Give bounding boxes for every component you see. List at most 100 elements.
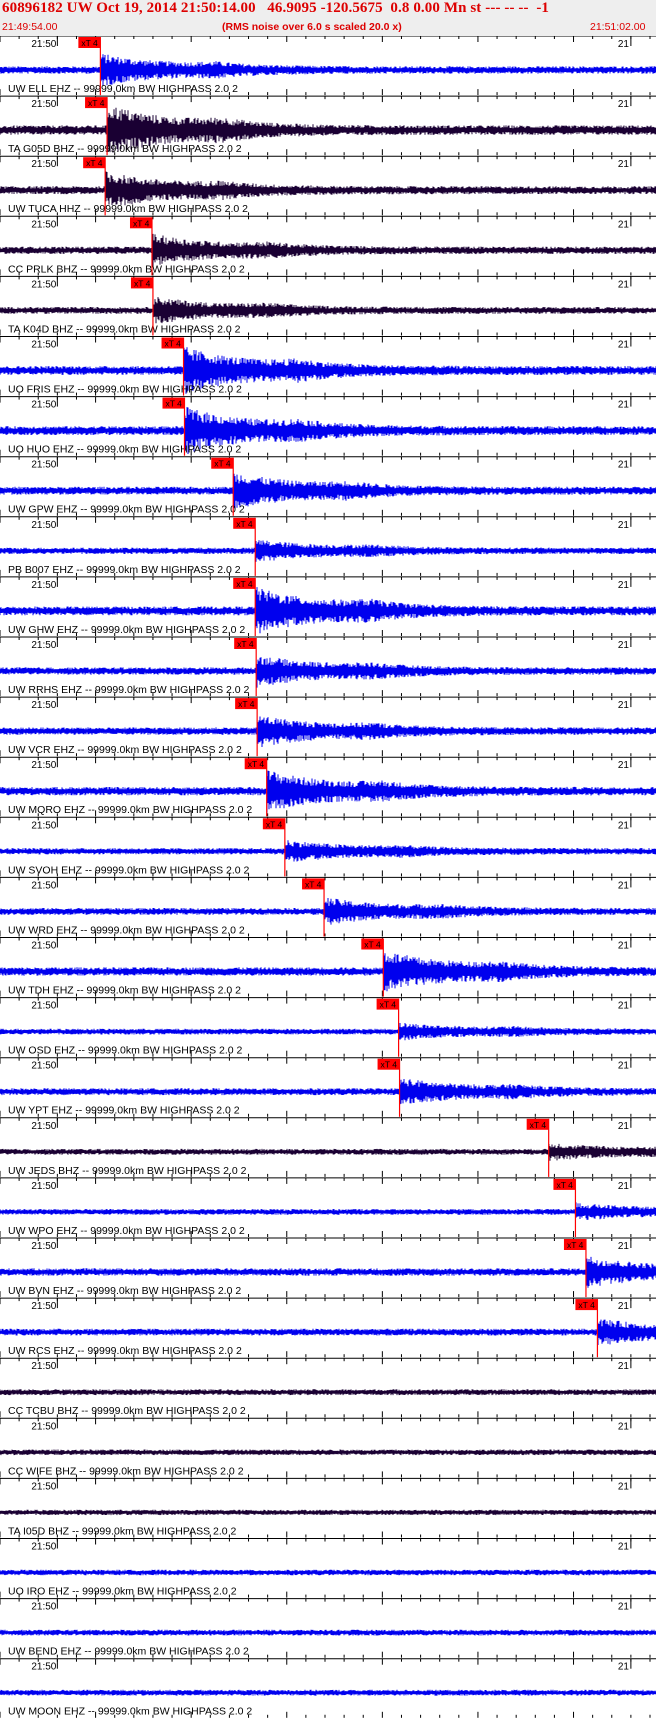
- trace-row: 21:50 21 UW GHW EHZ -- 99999.0km BW HIGHPA…: [0, 576, 656, 636]
- channel-label: TA I05D BHZ -- 99999.0km BW HIGHPASS 2.0…: [8, 1525, 237, 1537]
- pick-marker: [563, 1239, 586, 1250]
- pick-marker: [377, 1058, 400, 1070]
- pick-marker: [83, 157, 106, 169]
- channel-label: UW MQRO EHZ -- 99999.0km BW HIGHPASS 2.0…: [8, 804, 252, 816]
- minute-label: 21:50: [31, 580, 56, 591]
- waveform: [0, 347, 656, 394]
- pick-marker: [233, 577, 256, 589]
- trace-row: 21:50 21 UW ELL EHZ -- 99999.0km BW HIGHPA…: [0, 36, 656, 96]
- event-title: 60896182 UW Oct 19, 2014 21:50:14.00 46.…: [2, 0, 550, 16]
- waveform: [0, 1202, 656, 1220]
- minute-label: 21:50: [31, 1481, 56, 1492]
- minute-label: 21: [618, 39, 630, 50]
- waveform: [0, 657, 656, 688]
- minute-label: 21:50: [31, 1361, 56, 1372]
- pick-marker: [162, 397, 185, 409]
- waveform: [0, 1143, 656, 1161]
- pick-label: xT 4: [305, 879, 322, 889]
- minute-label: 21: [618, 520, 630, 531]
- waveform: [0, 1689, 656, 1696]
- waveform: [0, 770, 656, 813]
- minute-label: 21:50: [31, 99, 56, 110]
- pick-label: xT 4: [134, 278, 151, 288]
- pick-marker: [129, 217, 152, 229]
- trace-row: 21:50 21 TA G05D BHZ -- 99999.0km BW HIGHP…: [0, 95, 656, 156]
- channel-label: UW TDH EHZ -- 99999.0km BW HIGHPASS 2.0 …: [8, 985, 241, 997]
- minute-label: 21: [618, 1662, 630, 1673]
- minute-label: 21: [618, 1001, 630, 1012]
- start-time: 21:49:54.00: [2, 21, 58, 33]
- waveform: [0, 1569, 656, 1576]
- waveform: [0, 407, 656, 454]
- pick-label: xT 4: [86, 158, 103, 168]
- channel-label: UW ELL EHZ -- 99999.0km BW HIGHPASS 2.0 …: [8, 83, 238, 95]
- channel-label: UW WRD EHZ -- 99999.0km BW HIGHPASS 2.0 …: [8, 924, 245, 936]
- pick-marker: [233, 517, 256, 529]
- waveform: [0, 587, 656, 634]
- pick-marker: [161, 337, 184, 349]
- pick-label: xT 4: [81, 38, 98, 48]
- trace-row: 21:50 21 UW TUCA HHZ -- 99999.0km BW HIGHP…: [0, 155, 656, 216]
- minute-label: 21: [618, 219, 630, 230]
- channel-label: UW VCR EHZ -- 99999.0km BW HIGHPASS 2.0 …: [8, 744, 242, 756]
- minute-label: 21: [618, 941, 630, 952]
- minute-label: 21:50: [31, 1301, 56, 1312]
- minute-label: 21: [618, 1241, 630, 1252]
- waveform: [0, 297, 656, 324]
- minute-label: 21:50: [31, 400, 56, 411]
- channel-label: UO FRIS EHZ -- 99999.0km BW HIGHPASS 2.0…: [8, 384, 242, 396]
- pick-label: xT 4: [380, 1000, 397, 1010]
- minute-label: 21: [618, 340, 630, 351]
- waveform: [0, 953, 656, 992]
- channel-label: UW JEDS BHZ -- 99999.0km BW HIGHPASS 2.0…: [8, 1165, 247, 1177]
- minute-label: 21: [618, 1361, 630, 1372]
- pick-label: xT 4: [165, 399, 182, 409]
- minute-label: 21: [618, 1481, 630, 1492]
- trace-row: 21:50 21 CC WIFE BHZ -- 99999.0km BW HIGHP…: [0, 1417, 656, 1478]
- pick-marker: [361, 938, 384, 950]
- channel-label: UW SVOH EHZ -- 99999.0km BW HIGHPASS 2.0…: [8, 864, 250, 876]
- minute-label: 21:50: [31, 1061, 56, 1072]
- minute-label: 21: [618, 880, 630, 891]
- waveform: [0, 840, 656, 862]
- trace-row: 21:50 21 UW TDH EHZ -- 99999.0km BW HIGHPA…: [0, 937, 656, 997]
- trace-row: 21:50 21 TA I05D BHZ -- 99999.0km BW HIGHP…: [0, 1477, 656, 1538]
- minute-label: 21: [618, 580, 630, 591]
- waveform: [0, 1509, 656, 1516]
- channel-label: UW YPT EHZ -- 99999.0km BW HIGHPASS 2.0 …: [8, 1105, 240, 1117]
- pick-label: xT 4: [556, 1180, 573, 1190]
- minute-label: 21: [618, 99, 630, 110]
- minute-label: 21: [618, 760, 630, 771]
- pick-marker: [211, 457, 234, 469]
- trace-row: 21:50 21 UW GPW EHZ -- 99999.0km BW HIGHPA…: [0, 456, 656, 516]
- waveform: [0, 1319, 656, 1345]
- channel-label: PB B007 EHZ -- 99999.0km BW HIGHPASS 2.0…: [8, 564, 241, 576]
- minute-label: 21: [618, 460, 630, 471]
- minute-label: 21:50: [31, 640, 56, 651]
- pick-marker: [526, 1118, 549, 1130]
- trace-row: 21:50 21 UW WRD EHZ -- 99999.0km BW HIGHPA…: [0, 876, 656, 937]
- trace-row: 21:50 21 UO FRIS EHZ -- 99999.0km BW HIGHP…: [0, 336, 656, 396]
- pick-marker: [235, 698, 258, 710]
- minute-label: 21:50: [31, 880, 56, 891]
- minute-label: 21: [618, 820, 630, 831]
- pick-label: xT 4: [578, 1300, 595, 1310]
- pick-marker: [244, 758, 267, 770]
- channel-label: UW WPO EHZ -- 99999.0km BW HIGHPASS 2.0 …: [8, 1225, 245, 1237]
- waveform: [0, 716, 656, 747]
- waveform: [0, 1023, 656, 1041]
- seismogram-plot: 21:50 21 UW ELL EHZ -- 99999.0km BW HIGHPA…: [0, 36, 656, 1718]
- trace-row: 21:50 21 UO IRO EHZ -- 99999.0km BW HIGHPA…: [0, 1538, 656, 1598]
- pick-label: xT 4: [236, 519, 253, 529]
- trace-row: 21:50 21 UW VCR EHZ -- 99999.0km BW HIGHPA…: [0, 696, 656, 757]
- minute-label: 21:50: [31, 1542, 56, 1553]
- channel-label: CC PRLK BHZ -- 99999.0km BW HIGHPASS 2.0…: [8, 263, 245, 275]
- minute-label: 21:50: [31, 1662, 56, 1673]
- minute-label: 21:50: [31, 1001, 56, 1012]
- waveform: [0, 1389, 656, 1396]
- waveform: [0, 107, 656, 153]
- minute-label: 21: [618, 1301, 630, 1312]
- pick-marker: [553, 1178, 576, 1190]
- minute-label: 21: [618, 279, 630, 290]
- trace-row: 21:50 21 CC TCBU BHZ -- 99999.0km BW HIGHP…: [0, 1357, 656, 1418]
